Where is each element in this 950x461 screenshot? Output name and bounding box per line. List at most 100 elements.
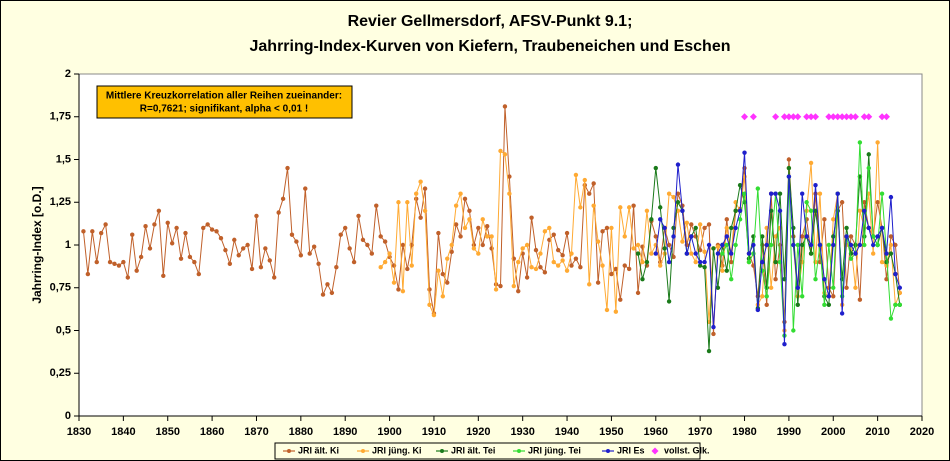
data-point	[649, 217, 654, 222]
data-point	[285, 165, 290, 171]
data-point	[396, 287, 401, 292]
data-point	[564, 268, 570, 273]
data-point	[609, 225, 614, 231]
data-point	[760, 234, 765, 239]
data-point	[387, 251, 392, 256]
data-point	[742, 191, 747, 196]
data-point	[733, 225, 738, 231]
data-point	[675, 162, 681, 167]
data-point	[671, 225, 676, 231]
data-point	[516, 288, 521, 294]
data-point	[848, 242, 854, 248]
data-point	[356, 213, 361, 219]
x-tick-label: 1990	[777, 426, 801, 438]
data-point	[169, 241, 175, 246]
data-point	[98, 230, 104, 236]
marker-point	[865, 113, 873, 121]
data-point	[724, 242, 729, 248]
data-point	[267, 258, 272, 263]
data-point	[626, 266, 632, 272]
legend-swatch	[651, 447, 659, 455]
data-point	[458, 234, 463, 239]
data-point	[516, 259, 521, 265]
data-point	[498, 148, 503, 154]
y-tick-label: 0,5	[56, 324, 71, 336]
data-point	[542, 270, 548, 275]
data-point	[817, 191, 823, 196]
data-point	[564, 230, 570, 236]
data-point	[134, 268, 139, 273]
data-point	[813, 208, 818, 213]
data-point	[697, 259, 703, 265]
data-point	[573, 172, 579, 178]
data-point	[715, 285, 721, 290]
data-point	[147, 246, 153, 251]
data-point	[236, 253, 241, 258]
data-point	[165, 220, 170, 225]
data-point	[347, 246, 352, 251]
data-point	[662, 225, 667, 231]
data-point	[764, 294, 769, 299]
data-point	[555, 247, 561, 253]
data-point	[223, 247, 228, 253]
data-point	[573, 256, 579, 261]
data-point	[800, 234, 805, 239]
data-point	[644, 259, 650, 265]
data-point	[254, 213, 259, 219]
data-point	[618, 205, 623, 210]
data-point	[768, 191, 774, 196]
annotation: Mittlere Kreuzkorrelation aller Reihen z…	[106, 91, 342, 102]
data-point	[729, 251, 734, 256]
data-point	[839, 311, 845, 316]
data-point	[405, 200, 410, 205]
data-point	[272, 275, 277, 280]
data-point	[675, 191, 681, 196]
data-point	[746, 259, 752, 265]
data-point	[218, 235, 224, 241]
marker-point	[883, 113, 891, 121]
legend-swatch	[606, 449, 610, 453]
data-point	[249, 266, 255, 272]
x-tick-label: 1920	[466, 426, 490, 438]
data-point	[635, 251, 641, 256]
marker-point	[878, 113, 886, 121]
data-point	[760, 259, 765, 265]
data-point	[595, 280, 601, 285]
data-point	[706, 348, 712, 354]
y-tick-label: 0,75	[50, 282, 71, 294]
data-point	[178, 256, 184, 261]
data-point	[879, 191, 885, 196]
data-point	[542, 229, 548, 234]
data-point	[533, 266, 539, 272]
y-tick-label: 1	[65, 239, 71, 251]
data-point	[746, 251, 752, 256]
y-tick-label: 1,5	[56, 153, 71, 165]
marker-point	[825, 113, 833, 121]
data-point	[240, 246, 246, 251]
data-point	[724, 234, 729, 239]
data-point	[760, 294, 765, 299]
data-point	[755, 307, 761, 313]
marker-point	[807, 113, 815, 121]
data-point	[751, 242, 756, 248]
marker-point	[834, 113, 842, 121]
x-tick-label: 1830	[67, 426, 91, 438]
data-point	[777, 191, 783, 196]
data-point	[711, 246, 716, 251]
x-tick-label: 2000	[821, 426, 845, 438]
data-point	[622, 263, 627, 268]
data-point	[658, 217, 663, 222]
data-point	[862, 200, 867, 205]
data-point	[613, 266, 619, 272]
data-point	[232, 237, 237, 243]
data-point	[804, 234, 809, 239]
data-point	[826, 242, 832, 248]
data-point	[462, 225, 468, 231]
data-point	[724, 217, 729, 222]
data-point	[369, 251, 375, 256]
data-point	[822, 302, 827, 308]
data-point	[671, 234, 676, 239]
data-point	[343, 225, 348, 231]
data-point	[702, 249, 707, 255]
data-point	[897, 302, 903, 308]
